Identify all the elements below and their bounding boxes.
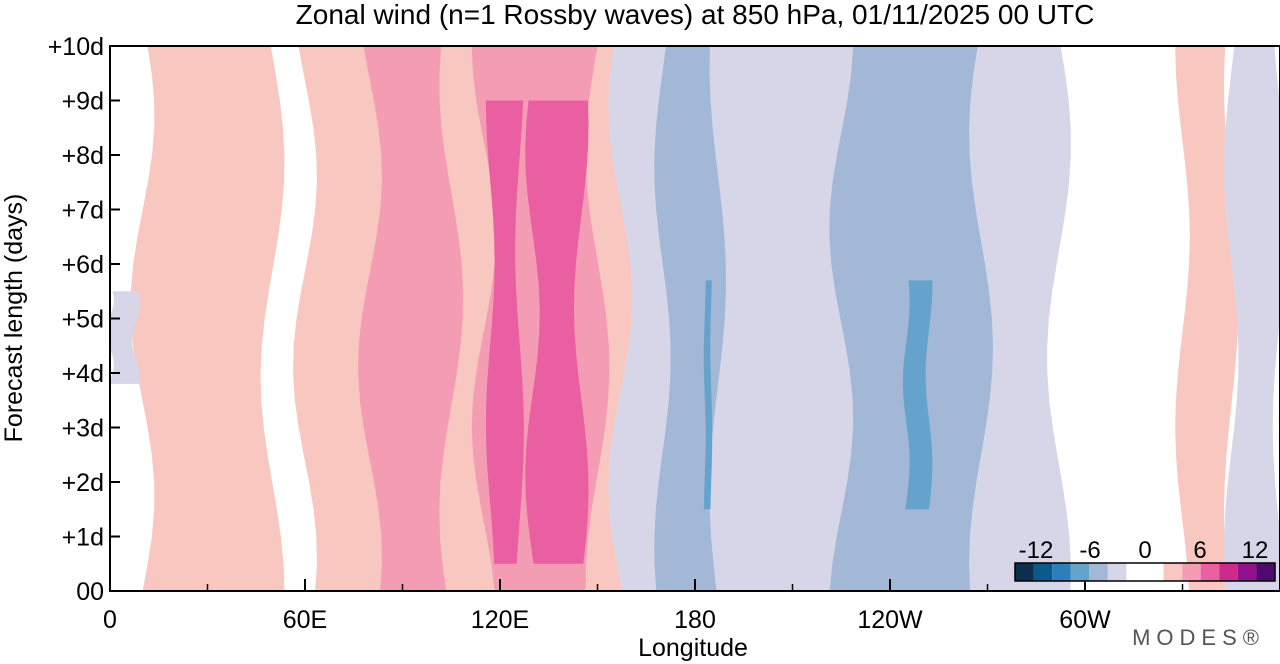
y-tick-label: +9d <box>62 88 104 116</box>
x-tick-label: 60E <box>283 606 327 634</box>
x-tick-label: 180 <box>674 606 716 634</box>
contour-neg_1-1 <box>1224 46 1280 591</box>
y-tick-label: +8d <box>62 142 104 170</box>
y-tick-label: +3d <box>62 415 104 443</box>
colorbar-swatch <box>1089 563 1108 581</box>
colorbar-swatch <box>1200 563 1220 581</box>
colorbar-swatch <box>1182 563 1201 581</box>
chart-title: Zonal wind (n=1 Rossby waves) at 850 hPa… <box>296 0 1095 30</box>
y-tick-label: 00 <box>76 578 104 606</box>
colorbar-swatch <box>1126 563 1145 581</box>
colorbar-swatch <box>1107 563 1127 581</box>
y-tick-label: +4d <box>62 360 104 388</box>
colorbar-swatch <box>1033 563 1053 581</box>
x-axis: 0 60E 120E 180 120W 60W <box>103 579 1184 634</box>
y-axis-label: Forecast length (days) <box>0 194 28 443</box>
contour-neg_3-1 <box>902 280 933 510</box>
x-tick-label: 0 <box>103 606 117 634</box>
colorbar-swatch <box>1070 563 1090 581</box>
colorbar-swatch <box>1163 563 1183 581</box>
colorbar-tick-label: 0 <box>1138 537 1151 564</box>
contour-pos_1-0 <box>130 46 285 591</box>
x-tick-label: 60W <box>1059 606 1111 634</box>
contour-neg_1-0 <box>110 291 140 384</box>
colorbar: -12 -6 0 6 12 <box>1014 537 1276 582</box>
colorbar-tick-label: -12 <box>1019 537 1054 564</box>
colorbar-swatch <box>1219 563 1238 581</box>
colorbar-swatch <box>1256 563 1275 581</box>
x-tick-label: 120E <box>471 606 529 634</box>
contour-pos_3-1 <box>525 100 589 564</box>
heatmap-field <box>110 46 1280 591</box>
colorbar-tick-label: 12 <box>1242 537 1269 564</box>
x-axis-label: Longitude <box>638 634 748 662</box>
colorbar-swatch <box>1052 563 1071 581</box>
y-tick-label: +6d <box>62 251 104 279</box>
colorbar-tick-label: -6 <box>1079 537 1100 564</box>
y-tick-label: +5d <box>62 306 104 334</box>
colorbar-swatch <box>1237 563 1257 581</box>
y-tick-label: +1d <box>62 524 104 552</box>
y-tick-label: +10d <box>48 33 104 61</box>
y-tick-label: +2d <box>62 469 104 497</box>
colorbar-frame <box>1014 562 1276 582</box>
colorbar-swatch <box>1015 563 1034 581</box>
brand-logo: MODES® <box>1132 625 1265 650</box>
y-tick-label: +7d <box>62 197 104 225</box>
contour-neg_3-0 <box>703 280 713 510</box>
contour-pos_1-2 <box>1175 46 1239 591</box>
y-axis: 00 +1d +2d +3d +4d +5d +6d +7d +8d +9d +10d <box>48 33 120 606</box>
contour-pos_3-0 <box>485 100 524 564</box>
contour-pos_2-0 <box>358 46 464 591</box>
colorbar-swatch <box>1145 563 1164 581</box>
colorbar-tick-label: 6 <box>1193 537 1206 564</box>
x-tick-label: 120W <box>857 606 923 634</box>
